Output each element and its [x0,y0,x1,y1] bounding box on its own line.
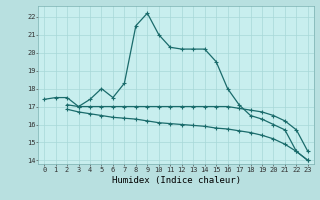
X-axis label: Humidex (Indice chaleur): Humidex (Indice chaleur) [111,176,241,185]
